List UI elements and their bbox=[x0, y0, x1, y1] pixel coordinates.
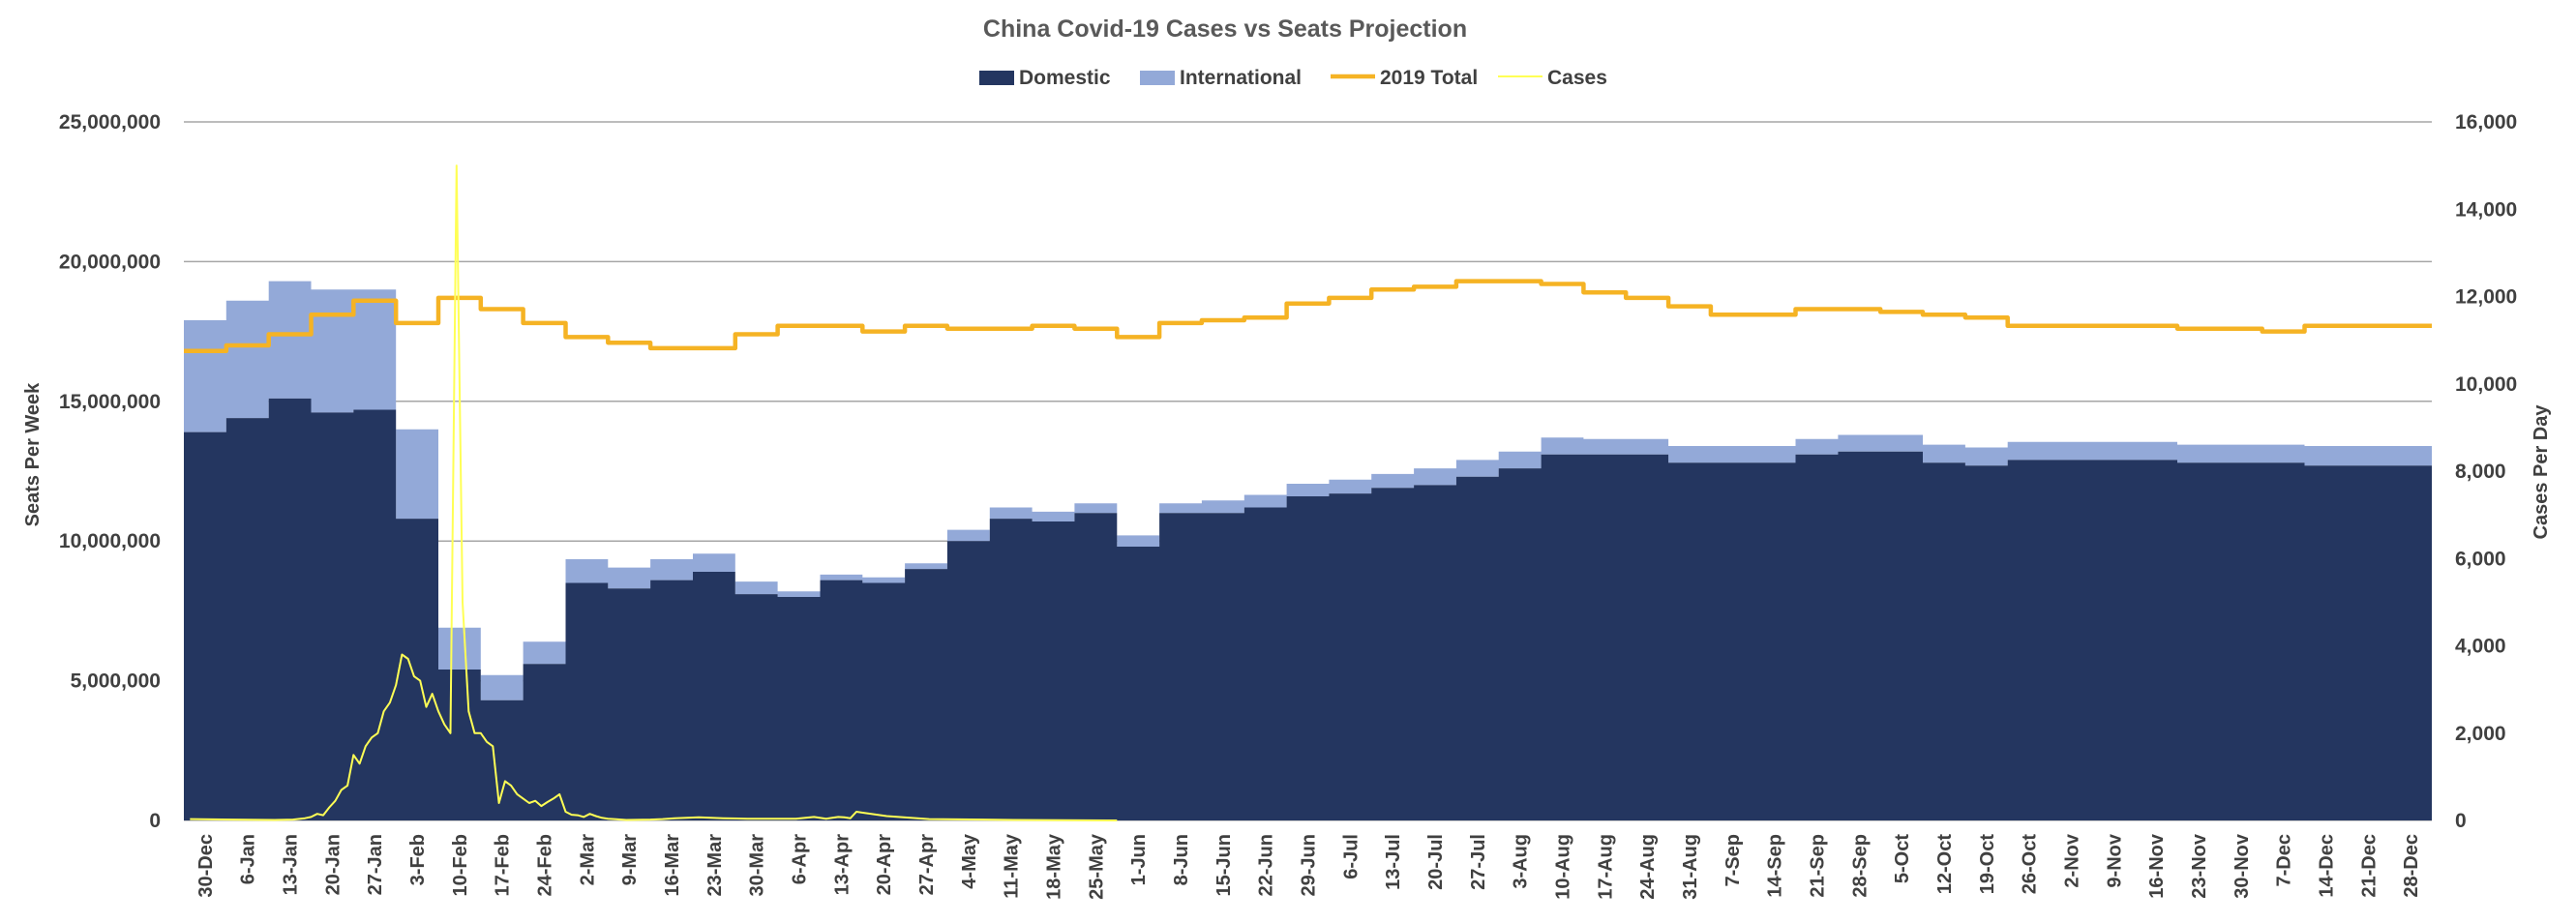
y-tick-label: 0 bbox=[149, 810, 161, 832]
x-tick-label: 5-Oct bbox=[1892, 834, 1913, 883]
x-tick-label: 24-Aug bbox=[1637, 834, 1659, 900]
x-tick-label: 27-Apr bbox=[916, 834, 938, 896]
x-tick-label: 30-Mar bbox=[747, 834, 768, 897]
right-axis-ticks: 0 2,000 4,000 6,000 8,000 10,000 12,000 14,000 1… bbox=[2455, 111, 2517, 832]
x-tick-label: 25-May bbox=[1086, 833, 1107, 900]
y-tick-label: 10,000,000 bbox=[59, 530, 161, 552]
y2-tick-label: 8,000 bbox=[2455, 461, 2506, 483]
legend-item: Domestic bbox=[979, 67, 1111, 89]
x-tick-label: 21-Dec bbox=[2358, 834, 2380, 898]
x-tick-label: 14-Sep bbox=[1765, 834, 1786, 898]
x-tick-label: 8-Jun bbox=[1171, 834, 1192, 885]
x-tick-label: 19-Oct bbox=[1977, 834, 1998, 895]
left-axis-ticks: 0 5,000,000 10,000,000 15,000,000 20,000,000… bbox=[59, 111, 161, 832]
x-tick-label: 30-Dec bbox=[195, 834, 217, 898]
x-tick-label: 15-Jun bbox=[1213, 834, 1235, 896]
x-tick-label: 10-Feb bbox=[450, 834, 471, 896]
line-cases bbox=[190, 164, 1118, 821]
x-tick-label: 14-Dec bbox=[2316, 834, 2337, 898]
legend-swatch bbox=[1140, 71, 1175, 85]
y2-tick-label: 10,000 bbox=[2455, 373, 2517, 396]
x-tick-label: 16-Nov bbox=[2146, 833, 2168, 899]
x-tick-label: 3-Aug bbox=[1511, 834, 1532, 889]
x-tick-label: 31-Aug bbox=[1680, 834, 1701, 900]
y-tick-label: 5,000,000 bbox=[71, 670, 161, 693]
x-tick-label: 21-Sep bbox=[1807, 834, 1828, 898]
x-tick-label: 18-May bbox=[1044, 833, 1065, 900]
international-area bbox=[184, 281, 2432, 700]
x-tick-label: 22-Jun bbox=[1256, 834, 1277, 896]
legend-item: International bbox=[1140, 67, 1302, 89]
legend-label: International bbox=[1180, 67, 1302, 89]
x-tick-label: 26-Oct bbox=[2020, 834, 2041, 895]
x-tick-label: 13-Jul bbox=[1383, 834, 1404, 890]
x-axis-ticks: 30-Dec 6-Jan 13-Jan 20-Jan 27-Jan 3-Feb 10-Feb… bbox=[195, 833, 2422, 900]
x-tick-label: 3-Feb bbox=[407, 834, 429, 885]
x-tick-label: 20-Jan bbox=[322, 834, 344, 895]
x-tick-label: 10-Aug bbox=[1552, 834, 1573, 900]
x-tick-label: 28-Dec bbox=[2401, 834, 2422, 898]
y-tick-label: 25,000,000 bbox=[59, 111, 161, 134]
legend-label: Domestic bbox=[1019, 67, 1111, 89]
y2-tick-label: 2,000 bbox=[2455, 723, 2506, 745]
x-tick-label: 1-Jun bbox=[1128, 834, 1150, 885]
y2-tick-label: 0 bbox=[2455, 810, 2467, 832]
domestic-area bbox=[184, 398, 2432, 820]
x-tick-label: 12-Oct bbox=[1934, 834, 1956, 895]
legend-item: 2019 Total bbox=[1331, 67, 1478, 89]
legend-swatch bbox=[979, 71, 1014, 85]
x-tick-label: 24-Feb bbox=[535, 834, 556, 896]
x-tick-label: 20-Jul bbox=[1425, 834, 1447, 890]
y-tick-label: 20,000,000 bbox=[59, 251, 161, 273]
x-tick-label: 23-Mar bbox=[704, 834, 726, 897]
x-tick-label: 20-Apr bbox=[874, 834, 895, 896]
chart-title: China Covid-19 Cases vs Seats Projection bbox=[983, 15, 1467, 43]
x-tick-label: 9-Mar bbox=[619, 834, 641, 886]
x-tick-label: 17-Feb bbox=[493, 834, 514, 896]
x-tick-label: 23-Nov bbox=[2189, 833, 2210, 899]
x-tick-label: 4-May bbox=[959, 833, 980, 889]
x-tick-label: 27-Jan bbox=[365, 834, 386, 895]
stacked-areas bbox=[184, 281, 2432, 820]
x-tick-label: 2-Nov bbox=[2061, 833, 2082, 887]
x-tick-label: 6-Jul bbox=[1340, 834, 1362, 879]
series-lines bbox=[184, 164, 2432, 821]
x-tick-label: 7-Sep bbox=[1722, 834, 1744, 886]
legend: Domestic International 2019 Total Cases bbox=[979, 67, 1607, 89]
x-tick-label: 13-Jan bbox=[281, 834, 302, 895]
y2-axis-title: Cases Per Day bbox=[2531, 404, 2552, 540]
line-2019-total bbox=[184, 279, 2432, 354]
legend-label: 2019 Total bbox=[1380, 67, 1478, 89]
legend-label: Cases bbox=[1547, 67, 1607, 89]
x-tick-label: 28-Sep bbox=[1849, 834, 1871, 898]
y2-tick-label: 16,000 bbox=[2455, 111, 2517, 134]
x-tick-label: 2-Mar bbox=[577, 834, 598, 886]
x-tick-label: 29-Jun bbox=[1299, 834, 1320, 896]
x-tick-label: 6-Jan bbox=[238, 834, 259, 884]
x-tick-label: 11-May bbox=[1002, 833, 1023, 899]
x-tick-label: 6-Apr bbox=[790, 834, 811, 884]
y2-tick-label: 4,000 bbox=[2455, 636, 2506, 658]
x-tick-label: 17-Aug bbox=[1595, 834, 1616, 900]
y-axis-title: Seats Per Week bbox=[22, 382, 44, 526]
x-tick-label: 13-Apr bbox=[831, 834, 853, 896]
y2-tick-label: 6,000 bbox=[2455, 548, 2506, 570]
y2-tick-label: 12,000 bbox=[2455, 286, 2517, 309]
x-tick-label: 16-Mar bbox=[662, 834, 683, 897]
x-tick-label: 9-Nov bbox=[2104, 833, 2125, 887]
legend-item: Cases bbox=[1498, 67, 1607, 89]
x-tick-label: 30-Nov bbox=[2232, 833, 2253, 899]
y2-tick-label: 14,000 bbox=[2455, 198, 2517, 221]
x-tick-label: 7-Dec bbox=[2274, 834, 2295, 886]
x-tick-label: 27-Jul bbox=[1468, 834, 1489, 890]
y-tick-label: 15,000,000 bbox=[59, 391, 161, 413]
